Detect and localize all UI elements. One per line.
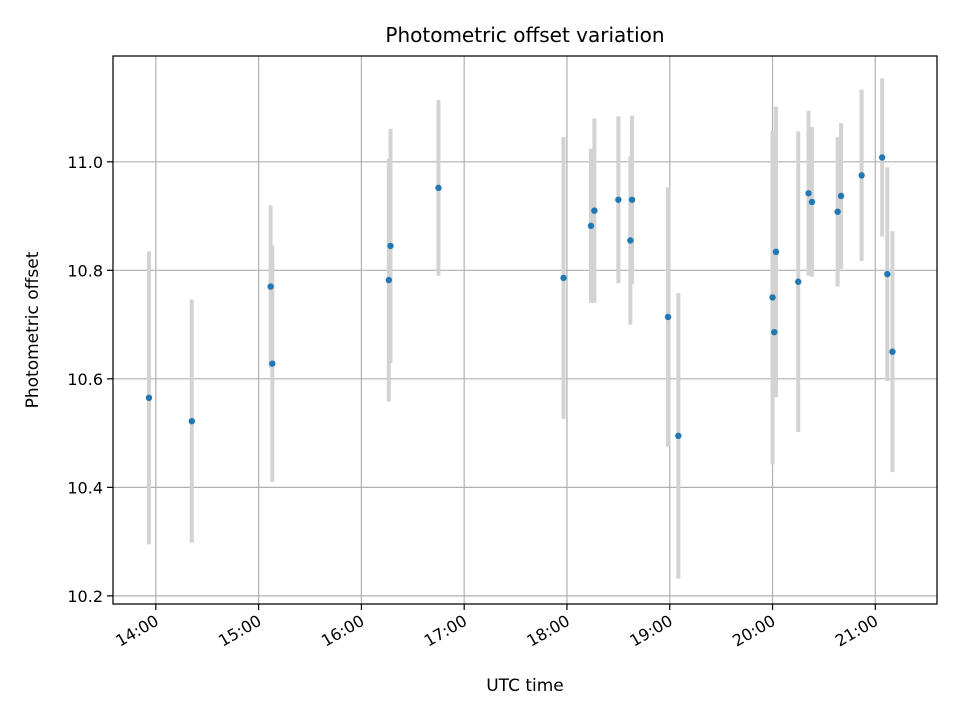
y-axis-title: Photometric offset: [23, 251, 43, 408]
data-point: [664, 313, 672, 321]
data-point: [889, 348, 896, 355]
data-point: [834, 208, 841, 215]
data-point: [387, 242, 394, 250]
y-tick-label: 10.8: [67, 261, 103, 280]
chart-title: Photometric offset variation: [385, 23, 664, 47]
data-point: [805, 190, 812, 197]
plot-frame: [112, 55, 938, 605]
y-tick-label: 10.2: [67, 587, 103, 606]
data-point: [267, 283, 274, 290]
data-point: [615, 196, 622, 203]
data-points: [145, 154, 896, 440]
y-tick-label: 10.6: [67, 370, 103, 389]
data-point: [769, 294, 776, 301]
data-point: [627, 237, 634, 244]
data-point: [837, 192, 845, 200]
data-point: [771, 328, 778, 336]
data-point: [628, 196, 636, 203]
data-point: [188, 417, 196, 425]
data-point: [878, 154, 886, 161]
data-point: [591, 207, 598, 214]
x-axis-title: UTC time: [486, 676, 564, 696]
data-point: [435, 184, 442, 192]
y-tick-label: 11.0: [67, 153, 103, 172]
data-point: [808, 198, 816, 206]
data-point: [269, 360, 276, 367]
data-point: [145, 394, 153, 402]
y-axis: 10.2 10.4 10.6 10.8 11.0: [67, 153, 113, 606]
data-point: [858, 172, 865, 179]
data-point: [884, 270, 891, 278]
data-point: [560, 274, 567, 282]
data-point: [772, 248, 780, 256]
data-point: [385, 276, 393, 284]
data-point: [675, 432, 682, 440]
y-tick-label: 10.4: [67, 478, 103, 497]
data-point: [795, 278, 802, 285]
data-point: [587, 222, 595, 230]
